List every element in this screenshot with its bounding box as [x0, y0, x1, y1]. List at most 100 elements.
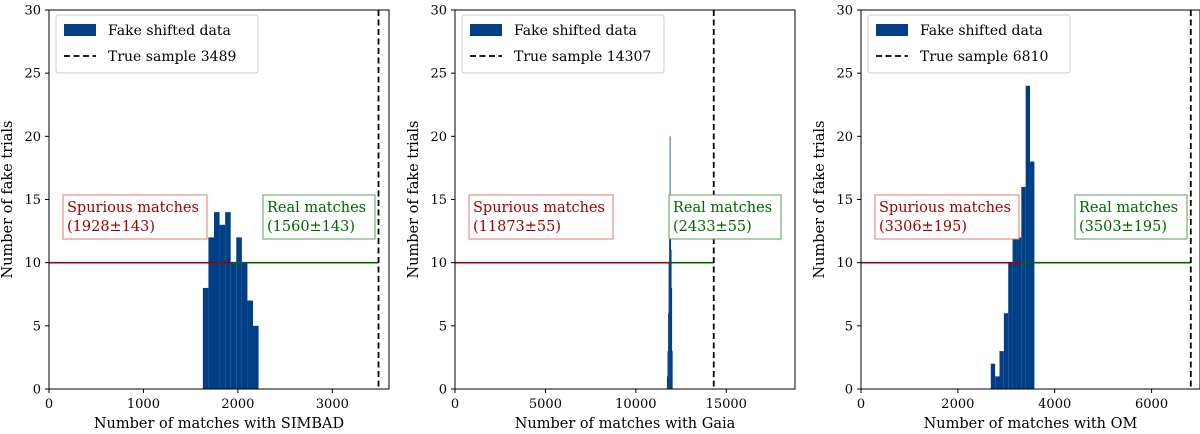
- hist-bar: [253, 325, 259, 389]
- annotation-real: Real matches (1560±143): [262, 194, 376, 240]
- y-tick-label: 10: [836, 256, 853, 271]
- annotation-spurious: Spurious matches (3306±195): [874, 194, 1020, 240]
- histogram-bars: [202, 212, 259, 389]
- y-tick-label: 30: [24, 4, 41, 19]
- legend-box: [461, 14, 665, 74]
- hist-bar: [669, 224, 670, 389]
- y-tick-label: 5: [439, 319, 447, 334]
- y-tick-label: 20: [24, 130, 41, 145]
- legend-swatch-bar: [470, 24, 502, 36]
- x-axis-label: Number of matches with SIMBAD: [94, 416, 344, 432]
- annotation-value: (1928±143): [67, 219, 155, 235]
- legend: Fake shifted data True sample 3489: [55, 14, 259, 74]
- x-axis-label: Number of matches with OM: [924, 416, 1138, 432]
- x-tick-label: 4000: [1038, 397, 1071, 412]
- y-tick-label: 0: [439, 383, 447, 398]
- x-tick-label: 0: [857, 397, 865, 412]
- annotation-value: (11873±55): [473, 219, 561, 235]
- x-tick-label: 6000: [1135, 397, 1168, 412]
- annotation-title: Spurious matches: [879, 200, 1011, 216]
- hist-bar: [241, 262, 248, 389]
- hist-bar: [1003, 313, 1009, 389]
- y-tick-label: 15: [24, 193, 41, 208]
- hist-bar: [213, 212, 220, 389]
- y-tick-label: 15: [430, 193, 447, 208]
- x-tick-label: 0: [451, 397, 459, 412]
- y-tick-label: 20: [836, 130, 853, 145]
- y-tick-label: 10: [24, 256, 41, 271]
- legend-label-true: True sample 3489: [108, 49, 236, 65]
- hist-bar: [1008, 262, 1013, 389]
- legend: Fake shifted data True sample 14307: [461, 14, 665, 74]
- annotation-real: Real matches (2433±55): [668, 194, 782, 240]
- hist-bar: [671, 287, 673, 389]
- annotation-value: (1560±143): [267, 219, 355, 235]
- annotation-box: [668, 194, 782, 240]
- y-tick-label: 0: [33, 383, 41, 398]
- annotation-box: [1074, 194, 1188, 240]
- hist-bar: [666, 376, 668, 389]
- hist-bar: [225, 212, 231, 389]
- legend-label-fake: Fake shifted data: [920, 23, 1043, 39]
- x-tick-label: 2000: [221, 397, 254, 412]
- annotation-title: Real matches: [673, 200, 772, 216]
- annotation-real: Real matches (3503±195): [1074, 194, 1188, 240]
- y-tick-label: 10: [430, 256, 447, 271]
- legend-swatch-bar: [64, 24, 96, 36]
- hist-bar: [208, 237, 214, 389]
- y-tick-label: 25: [24, 67, 41, 82]
- hist-bar: [219, 224, 226, 389]
- y-tick-label: 0: [845, 383, 853, 398]
- y-axis-label: Number of fake trials: [812, 121, 828, 279]
- y-tick-label: 30: [430, 4, 447, 19]
- annotation-title: Spurious matches: [67, 200, 199, 216]
- x-tick-label: 1000: [127, 397, 160, 412]
- hist-bar: [995, 376, 1000, 389]
- x-axis-label: Number of matches with Gaia: [515, 416, 736, 432]
- hist-bar: [1016, 237, 1022, 389]
- annotation-title: Spurious matches: [473, 200, 605, 216]
- y-tick-label: 5: [33, 319, 41, 334]
- legend-box: [867, 14, 1071, 74]
- hist-bar: [1021, 186, 1026, 389]
- x-tick-label: 2000: [941, 397, 974, 412]
- y-axis-label: Number of fake trials: [406, 121, 422, 279]
- legend-label-true: True sample 6810: [920, 49, 1048, 65]
- hist-bar: [999, 351, 1004, 389]
- panel-1: 0 1000 2000 3000 0 5 10 15 20 25 30 Number of match…: [0, 4, 390, 432]
- legend: Fake shifted data True sample 6810: [867, 14, 1071, 74]
- annotation-value: (2433±55): [673, 219, 752, 235]
- legend-label-true: True sample 14307: [514, 49, 651, 65]
- hist-bar: [1012, 224, 1017, 389]
- x-tick-label: 3000: [316, 397, 349, 412]
- y-tick-label: 20: [430, 130, 447, 145]
- x-tick-label: 15000: [706, 397, 747, 412]
- annotation-title: Real matches: [1079, 200, 1178, 216]
- y-tick-label: 15: [836, 193, 853, 208]
- annotation-value: (3503±195): [1079, 219, 1167, 235]
- x-tick-label: 5000: [529, 397, 562, 412]
- hist-bar: [247, 300, 253, 389]
- hist-bar: [668, 313, 669, 389]
- hist-bar: [236, 237, 242, 389]
- annotation-box: [62, 194, 208, 240]
- annotation-box: [468, 194, 614, 240]
- hist-bar: [990, 363, 996, 389]
- annotation-value: (3306±195): [879, 219, 967, 235]
- x-tick-label: 0: [45, 397, 53, 412]
- hist-bar: [1025, 85, 1031, 390]
- y-tick-label: 5: [845, 319, 853, 334]
- legend-box: [55, 14, 259, 74]
- hist-bar: [667, 351, 669, 389]
- y-tick-label: 25: [836, 67, 853, 82]
- annotation-title: Real matches: [267, 200, 366, 216]
- annotation-box: [262, 194, 376, 240]
- hist-bar: [668, 262, 670, 389]
- hist-bar: [230, 262, 237, 389]
- y-tick-label: 30: [836, 4, 853, 19]
- legend-label-fake: Fake shifted data: [514, 23, 637, 39]
- annotation-box: [874, 194, 1020, 240]
- annotation-spurious: Spurious matches (11873±55): [468, 194, 614, 240]
- legend-swatch-bar: [876, 24, 908, 36]
